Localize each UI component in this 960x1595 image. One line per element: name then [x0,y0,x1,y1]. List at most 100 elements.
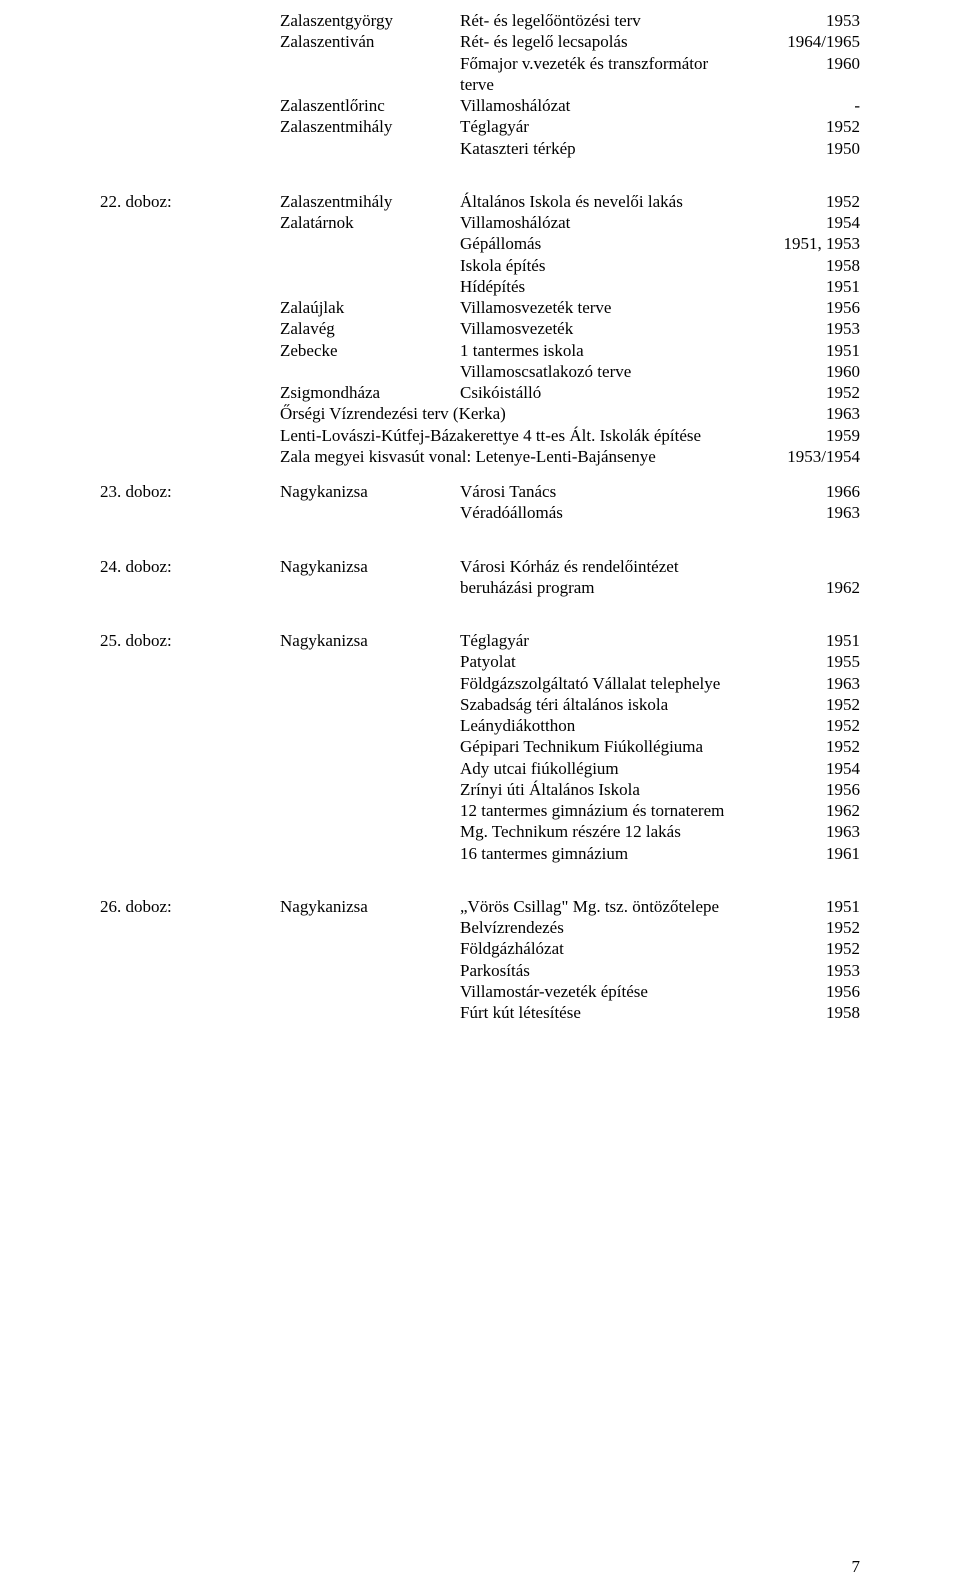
desc-cell: Zrínyi úti Általános Iskola [460,779,760,800]
desc-cell: Csikóistálló [460,382,760,403]
desc-cell: Villamoshálózat [460,95,760,116]
year-cell: 1952 [760,938,860,959]
place-cell [280,361,460,382]
year-cell: 1956 [760,981,860,1002]
year-cell: 1951 [760,630,860,651]
desc-cell: Rét- és legelő lecsapolás [460,31,760,52]
desc-cell: Véradóállomás [460,502,760,523]
year-cell: 1955 [760,651,860,672]
desc-cell: Városi Tanács [460,481,760,502]
desc-cell: 12 tantermes gimnázium és tornaterem [460,800,760,821]
year-cell [760,556,860,577]
place-cell: Zalaszentgyörgy [280,10,460,31]
block-23: 23. doboz: Nagykanizsa Városi Tanács 196… [100,481,860,524]
block-25: 25. doboz: Nagykanizsa Téglagyár 1951 Pa… [100,630,860,864]
desc-cell: Kataszteri térkép [460,138,760,159]
table-row: Zalaszentgyörgy Rét- és legelőöntözési t… [280,10,860,31]
desc-cell: Leánydiákotthon [460,715,760,736]
table-row: Zrínyi úti Általános Iskola 1956 [280,779,860,800]
document-page: Zalaszentgyörgy Rét- és legelőöntözési t… [0,0,960,1595]
desc-cell: Villamostár-vezeték építése [460,981,760,1002]
place-cell: Zalaszentiván [280,31,460,52]
place-cell [280,255,460,276]
year-cell: 1953 [760,318,860,339]
year-cell: 1954 [760,758,860,779]
page-number: 7 [852,1556,861,1577]
year-cell: 1960 [760,361,860,382]
table-row: Zalaszentmihály Téglagyár 1952 [280,116,860,137]
table-row: Földgázszolgáltató Vállalat telephelye 1… [280,673,860,694]
block-top: Zalaszentgyörgy Rét- és legelőöntözési t… [100,10,860,159]
place-cell: Zsigmondháza [280,382,460,403]
block-24: 24. doboz: Nagykanizsa Városi Kórház és … [100,556,860,599]
table-row: Parkosítás 1953 [280,960,860,981]
place-cell [280,138,460,159]
year-cell: 1952 [760,116,860,137]
table-row: Belvízrendezés 1952 [280,917,860,938]
year-cell: 1952 [760,694,860,715]
desc-cell: Földgázhálózat [460,938,760,959]
desc-cell: Parkosítás [460,960,760,981]
table-row: 24. doboz: Nagykanizsa Városi Kórház és … [100,556,860,577]
place-cell: Zalaszentmihály [280,191,460,212]
year-cell [760,74,860,95]
table-row: Villamostár-vezeték építése 1956 [280,981,860,1002]
year-cell: 1951 [760,340,860,361]
place-cell: Zalaszentmihály [280,116,460,137]
year-cell: 1952 [760,382,860,403]
table-row: Patyolat 1955 [280,651,860,672]
place-cell [280,276,460,297]
year-cell: 1960 [760,53,860,74]
desc-cell: Szabadság téri általános iskola [460,694,760,715]
desc-cell: Fúrt kút létesítése [460,1002,760,1023]
year-cell: 1952 [760,191,860,212]
block-label: 26. doboz: [100,896,280,917]
year-cell: 1962 [760,800,860,821]
year-cell: 1963 [760,403,860,424]
place-cell: Zalatárnok [280,212,460,233]
desc-cell: Téglagyár [460,630,760,651]
table-row: Gépállomás 1951, 1953 [280,233,860,254]
desc-cell: Téglagyár [460,116,760,137]
desc-cell: terve [460,74,760,95]
desc-cell: Gépállomás [460,233,760,254]
desc-cell: Iskola építés [460,255,760,276]
table-row: Hídépítés 1951 [280,276,860,297]
place-cell [280,74,460,95]
desc-cell: 1 tantermes iskola [460,340,760,361]
desc-cell: Rét- és legelőöntözési terv [460,10,760,31]
desc-cell: Villamoshálózat [460,212,760,233]
desc-cell: Főmajor v.vezeték és transzformátor [460,53,760,74]
place-cell: Zalaszentlőrinc [280,95,460,116]
block-label: 25. doboz: [100,630,280,651]
table-row: 26. doboz: Nagykanizsa „Vörös Csillag" M… [100,896,860,917]
year-cell: - [760,95,860,116]
year-cell: 1952 [760,715,860,736]
year-cell: 1958 [760,255,860,276]
place-cell: Zebecke [280,340,460,361]
desc-cell: Földgázszolgáltató Vállalat telephelye [460,673,760,694]
table-row: beruházási program 1962 [280,577,860,598]
year-cell: 1953 [760,10,860,31]
year-cell: 1963 [760,821,860,842]
table-row: Főmajor v.vezeték és transzformátor 1960 [280,53,860,74]
year-cell: 1953 [760,960,860,981]
year-cell: 1951, 1953 [760,233,860,254]
year-cell: 1951 [760,276,860,297]
block-26: 26. doboz: Nagykanizsa „Vörös Csillag" M… [100,896,860,1024]
table-row: Leánydiákotthon 1952 [280,715,860,736]
desc-cell: Villamosvezeték [460,318,760,339]
table-row: Szabadság téri általános iskola 1952 [280,694,860,715]
place-cell: Nagykanizsa [280,630,460,651]
desc-cell: Zala megyei kisvasút vonal: Letenye-Lent… [280,446,760,467]
year-cell: 1963 [760,502,860,523]
table-row: Zalavég Villamosvezeték 1953 [280,318,860,339]
table-row: 16 tantermes gimnázium 1961 [280,843,860,864]
year-cell: 1958 [760,1002,860,1023]
desc-cell: Mg. Technikum részére 12 lakás [460,821,760,842]
year-cell: 1964/1965 [760,31,860,52]
year-cell: 1951 [760,896,860,917]
year-cell: 1963 [760,673,860,694]
year-cell: 1956 [760,297,860,318]
table-row: Mg. Technikum részére 12 lakás 1963 [280,821,860,842]
